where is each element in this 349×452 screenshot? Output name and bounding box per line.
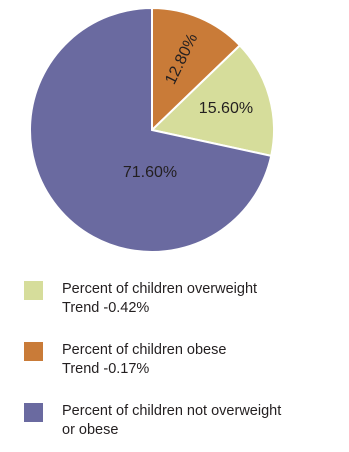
pie-chart: 12.80%15.60%71.60%: [29, 6, 275, 253]
slice-label-overweight: 15.60%: [199, 100, 253, 117]
legend-item-overweight: Percent of children overweight Trend -0.…: [24, 280, 344, 317]
slice-label-not-overweight: 71.60%: [123, 164, 177, 181]
legend: Percent of children overweight Trend -0.…: [24, 280, 344, 439]
legend-label-not-overweight: Percent of children not overweight: [62, 403, 282, 419]
legend-swatch-not-overweight: [24, 403, 43, 422]
legend-item-not-overweight: Percent of children not overweight or ob…: [24, 402, 344, 439]
legend-item-obese: Percent of children obese Trend -0.17%: [24, 341, 344, 378]
legend-label-overweight: Percent of children overweight: [62, 281, 258, 297]
pie-slice-overweight: [149, 43, 275, 158]
legend-label-obese: Percent of children obese: [62, 342, 227, 358]
legend-trend-overweight: Trend -0.42%: [62, 299, 150, 316]
legend-swatch-overweight: [24, 281, 43, 300]
legend-swatch-obese: [24, 342, 43, 361]
pie-slice-obese: [151, 6, 242, 133]
legend-label-not-overweight-cont: or obese: [62, 421, 119, 438]
legend-trend-obese: Trend -0.17%: [62, 360, 150, 377]
pie-slice-not-overweight: [29, 6, 273, 253]
